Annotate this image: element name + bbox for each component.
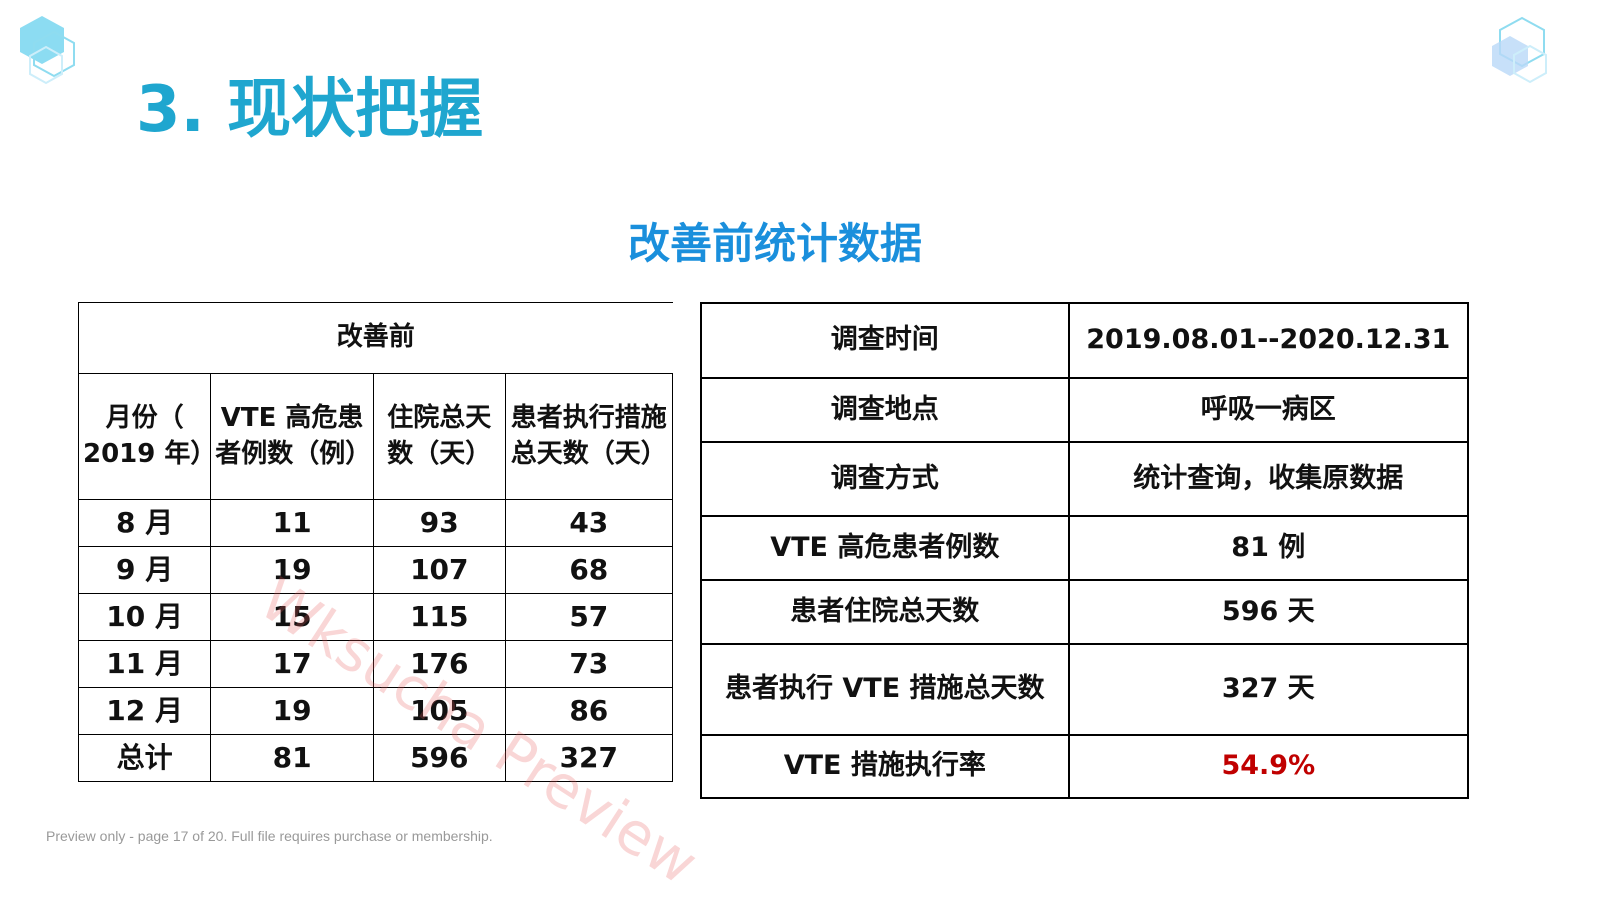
title: 3. 现状把握 <box>136 73 484 147</box>
cell: 9 月 <box>77 546 212 594</box>
data-row: 总计 81 596 327 <box>77 734 674 782</box>
cell: 73 <box>504 640 674 688</box>
data-row: 患者执行 VTE 措施总天数 327 天 <box>700 643 1470 736</box>
column-header: 住院总天数（天） <box>372 373 506 500</box>
cell: 115 <box>372 593 506 641</box>
table-caption: 改善前 <box>78 302 673 374</box>
label-cell: 调查时间 <box>700 302 1070 379</box>
cell: 8 月 <box>77 499 212 547</box>
cell: 596 <box>372 734 506 782</box>
caption-row: 改善前 <box>78 302 673 374</box>
cell: 19 <box>210 546 374 594</box>
value-cell: 596 天 <box>1067 579 1470 645</box>
data-row: 12 月 19 105 86 <box>77 687 674 735</box>
data-row: 11 月 17 176 73 <box>77 640 674 688</box>
cell: 57 <box>504 593 674 641</box>
cell: 68 <box>504 546 674 594</box>
cell: 总计 <box>77 734 212 782</box>
label-cell: VTE 措施执行率 <box>700 734 1070 799</box>
data-row: 调查方式 统计查询，收集原数据 <box>700 441 1470 517</box>
label-cell: 调查地点 <box>700 377 1070 443</box>
cell: 12 月 <box>77 687 212 735</box>
column-header: 月份（ 2019 年） <box>77 373 216 500</box>
cell: 86 <box>504 687 674 735</box>
value-cell: 54.9% <box>1067 734 1470 799</box>
cell: 10 月 <box>77 593 212 641</box>
label-cell: 患者执行 VTE 措施总天数 <box>700 643 1070 736</box>
hex-decoration <box>20 16 75 85</box>
label-cell: VTE 高危患者例数 <box>700 515 1070 581</box>
data-row: VTE 高危患者例数 81 例 <box>700 515 1470 581</box>
label-cell: 患者住院总天数 <box>700 579 1070 645</box>
hex-decoration <box>1492 16 1547 84</box>
value-cell: 81 例 <box>1067 515 1470 581</box>
cell: 11 <box>210 499 374 547</box>
cell: 17 <box>210 640 374 688</box>
cell: 15 <box>210 593 374 641</box>
cell: 81 <box>210 734 374 782</box>
cell: 19 <box>210 687 374 735</box>
value-cell: 统计查询，收集原数据 <box>1067 441 1470 517</box>
cell: 93 <box>372 499 506 547</box>
value-cell: 呼吸一病区 <box>1067 377 1470 443</box>
data-row: 患者住院总天数 596 天 <box>700 579 1470 645</box>
value-cell: 2019.08.01--2020.12.31 <box>1067 302 1470 379</box>
cell: 327 <box>504 734 674 782</box>
left-table: 改善前 月份（ 2019 年） VTE 高危患者例数（例） 住院总天数（天） 患者执行措… <box>77 302 674 782</box>
data-row: 8 月 11 93 43 <box>77 499 674 547</box>
cell: 43 <box>504 499 674 547</box>
label-cell: 调查方式 <box>700 441 1070 517</box>
cell: 11 月 <box>77 640 212 688</box>
cell: 107 <box>372 546 506 594</box>
data-row: 9 月 19 107 68 <box>77 546 674 594</box>
cell: 105 <box>372 687 506 735</box>
footer: Preview only - page 17 of 20. Full file … <box>46 828 493 844</box>
value-cell: 327 天 <box>1067 643 1470 736</box>
column-header: VTE 高危患者例数（例） <box>210 373 374 500</box>
data-row: 调查时间 2019.08.01--2020.12.31 <box>700 302 1470 379</box>
right-table: 调查时间 2019.08.01--2020.12.31 调查地点 呼吸一病区 调查方式统… <box>700 302 1470 799</box>
header-row: 月份（ 2019 年） VTE 高危患者例数（例） 住院总天数（天） 患者执行措施总天… <box>77 373 674 500</box>
column-header: 患者执行措施总天数（天） <box>504 373 674 500</box>
cell: 176 <box>372 640 506 688</box>
data-row: 10 月 15 115 57 <box>77 593 674 641</box>
data-row: VTE 措施执行率 54.9% <box>700 734 1470 799</box>
subtitle: 改善前统计数据 <box>627 219 922 268</box>
data-row: 调查地点 呼吸一病区 <box>700 377 1470 443</box>
